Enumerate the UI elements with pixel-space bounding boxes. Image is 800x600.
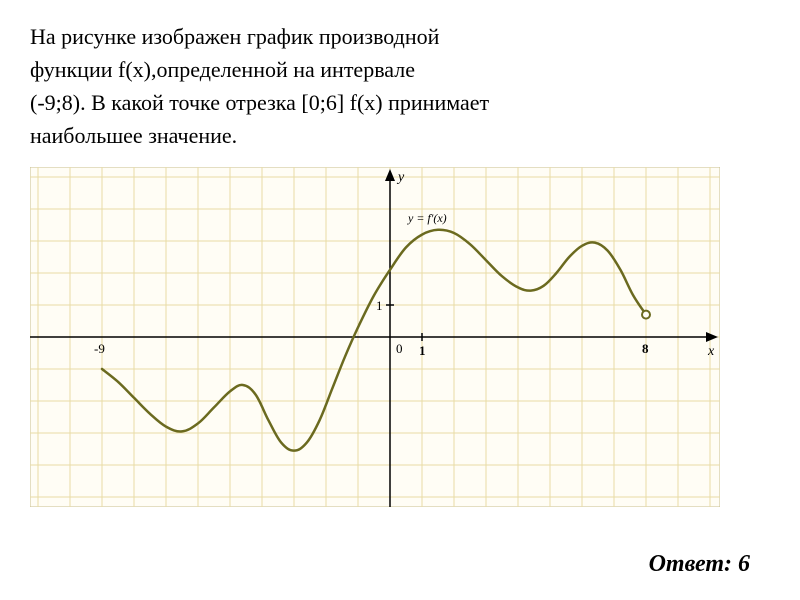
svg-text:x: x bbox=[707, 344, 715, 359]
answer-text: Ответ: 6 bbox=[649, 551, 750, 578]
svg-text:8: 8 bbox=[642, 341, 649, 356]
svg-text:1: 1 bbox=[376, 298, 383, 313]
derivative-chart: y x 0 1 1 -9 8 y = f'(x) bbox=[30, 167, 720, 507]
problem-line-2: функции f(x),определенной на интервале bbox=[30, 57, 415, 82]
problem-line-1: На рисунке изображен график производной bbox=[30, 24, 439, 49]
svg-text:y = f'(x): y = f'(x) bbox=[407, 211, 447, 225]
svg-text:1: 1 bbox=[419, 343, 426, 358]
problem-line-3: (-9;8). В какой точке отрезка [0;6] f(x)… bbox=[30, 90, 489, 115]
problem-text: На рисунке изображен график производной … bbox=[30, 20, 770, 152]
problem-line-4: наибольшее значение. bbox=[30, 123, 237, 148]
chart-container: y x 0 1 1 -9 8 y = f'(x) bbox=[30, 167, 770, 507]
svg-text:-9: -9 bbox=[94, 341, 105, 356]
svg-text:y: y bbox=[396, 170, 405, 185]
svg-text:0: 0 bbox=[396, 341, 403, 356]
